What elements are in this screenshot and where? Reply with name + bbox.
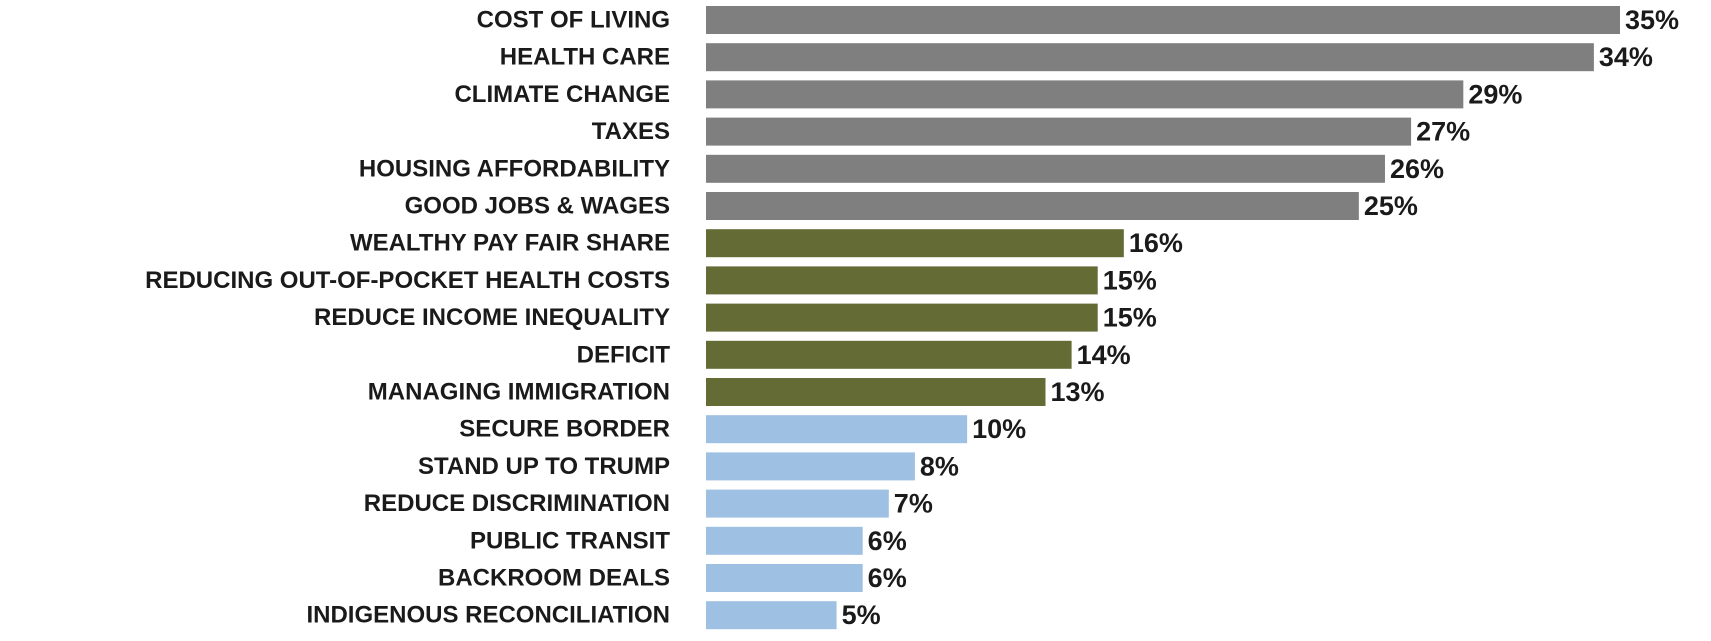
- bar: [706, 564, 863, 592]
- bar-row: STAND UP TO TRUMP 8%: [418, 451, 959, 481]
- bar-row: REDUCING OUT-OF-POCKET HEALTH COSTS 15%: [145, 265, 1157, 295]
- category-label: BACKROOM DEALS: [438, 565, 670, 592]
- value-label: 6%: [868, 526, 907, 556]
- category-label: HEALTH CARE: [500, 44, 670, 71]
- bar: [706, 80, 1464, 109]
- category-label: REDUCE DISCRIMINATION: [364, 490, 670, 517]
- value-label: 34%: [1599, 42, 1653, 72]
- category-label: STAND UP TO TRUMP: [418, 453, 670, 480]
- bar: [706, 378, 1046, 406]
- category-label: GOOD JOBS & WAGES: [405, 193, 670, 220]
- value-label: 26%: [1390, 154, 1444, 184]
- category-label: COST OF LIVING: [477, 7, 670, 34]
- bar-row: INDIGENOUS RECONCILIATION 5%: [306, 600, 880, 630]
- bar: [706, 117, 1412, 146]
- category-label: REDUCE INCOME INEQUALITY: [314, 304, 670, 331]
- value-label: 10%: [972, 414, 1026, 444]
- bar-row: REDUCE DISCRIMINATION 7%: [364, 489, 933, 519]
- bar-row: REDUCE INCOME INEQUALITY 15%: [314, 303, 1157, 333]
- category-label: PUBLIC TRANSIT: [470, 527, 670, 554]
- bar: [706, 415, 968, 444]
- category-label: HOUSING AFFORDABILITY: [359, 155, 670, 182]
- bar-row: MANAGING IMMIGRATION 13%: [368, 377, 1105, 407]
- bar-row: HOUSING AFFORDABILITY 26%: [359, 154, 1444, 184]
- bar-row: SECURE BORDER 10%: [459, 414, 1026, 444]
- value-label: 15%: [1103, 303, 1157, 333]
- category-label: TAXES: [592, 118, 670, 145]
- category-label: DEFICIT: [577, 341, 671, 368]
- bar: [706, 303, 1098, 332]
- bar-row: COST OF LIVING 35%: [477, 5, 1679, 35]
- value-label: 7%: [894, 489, 933, 519]
- category-label: SECURE BORDER: [459, 416, 670, 443]
- bar: [706, 43, 1594, 72]
- bar: [706, 526, 863, 555]
- value-label: 6%: [868, 563, 907, 593]
- bar-row: CLIMATE CHANGE 29%: [454, 79, 1522, 109]
- bar: [706, 6, 1620, 34]
- value-label: 8%: [920, 451, 959, 481]
- category-label: REDUCING OUT-OF-POCKET HEALTH COSTS: [145, 267, 670, 294]
- value-label: 13%: [1050, 377, 1104, 407]
- bar-row: PUBLIC TRANSIT 6%: [470, 526, 907, 556]
- bar: [706, 340, 1072, 369]
- category-label: WEALTHY PAY FAIR SHARE: [350, 230, 670, 257]
- bar: [706, 192, 1359, 220]
- value-label: 5%: [842, 600, 881, 630]
- value-label: 29%: [1468, 79, 1522, 109]
- bar-row: TAXES 27%: [592, 117, 1470, 147]
- bar: [706, 229, 1124, 258]
- category-label: CLIMATE CHANGE: [454, 81, 670, 108]
- value-label: 16%: [1129, 228, 1183, 258]
- bar-row: HEALTH CARE 34%: [500, 42, 1653, 72]
- bar-row: WEALTHY PAY FAIR SHARE 16%: [350, 228, 1183, 258]
- bar: [706, 452, 915, 481]
- bar-row: GOOD JOBS & WAGES 25%: [405, 191, 1418, 221]
- bar-rows: COST OF LIVING 35% HEALTH CARE 34% CLIMATE C…: [145, 5, 1679, 630]
- value-label: 15%: [1103, 265, 1157, 295]
- category-label: MANAGING IMMIGRATION: [368, 379, 670, 406]
- bar: [706, 154, 1385, 183]
- value-label: 25%: [1364, 191, 1418, 221]
- value-label: 35%: [1625, 5, 1679, 35]
- bar-row: DEFICIT 14%: [577, 340, 1131, 370]
- bar: [706, 266, 1098, 295]
- bar: [706, 489, 889, 518]
- value-label: 27%: [1416, 117, 1470, 147]
- value-label: 14%: [1077, 340, 1131, 370]
- bar: [706, 601, 837, 630]
- category-label: INDIGENOUS RECONCILIATION: [306, 602, 670, 629]
- bar-row: BACKROOM DEALS 6%: [438, 563, 907, 593]
